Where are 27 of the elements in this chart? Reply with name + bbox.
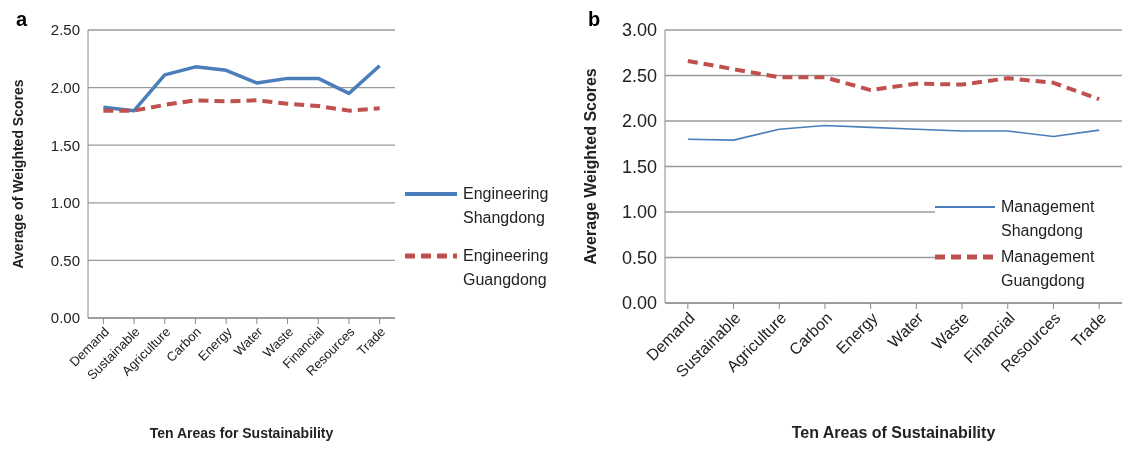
y-tick-label: 3.00 xyxy=(621,20,657,41)
line-series xyxy=(101,63,382,113)
line-series xyxy=(687,124,1100,141)
legend-label: Management Guangdong xyxy=(1001,247,1096,291)
y-tick-label: 0.50 xyxy=(50,251,80,269)
y-axis-title: Average of Weighted Scores xyxy=(9,79,26,269)
y-tick-label: 0.50 xyxy=(621,247,657,268)
chart-title: a xyxy=(16,8,28,31)
y-axis-title: Average Weighted Scores xyxy=(581,68,599,265)
legend-label: Engineering Shangdong xyxy=(463,184,550,228)
y-tick-label: 0.00 xyxy=(621,293,657,314)
y-tick-label: 1.50 xyxy=(50,136,80,154)
chart-title: b xyxy=(588,8,601,31)
y-tick-label: 0.00 xyxy=(50,309,80,327)
y-tick-label: 2.00 xyxy=(621,111,657,132)
legend-label: Management Shangdong xyxy=(1001,197,1096,241)
y-tick-label: 2.50 xyxy=(621,65,657,86)
legend-label: Engineering Guangdong xyxy=(463,246,550,290)
line-series xyxy=(685,58,1102,102)
line-series xyxy=(101,98,382,113)
y-tick-label: 2.50 xyxy=(50,21,80,39)
y-tick-label: 1.00 xyxy=(50,194,80,212)
x-axis-title: Ten Areas for Sustainability xyxy=(149,425,334,441)
x-axis-title: Ten Areas of Sustainability xyxy=(791,424,996,441)
y-tick-label: 2.00 xyxy=(50,78,80,96)
y-tick-label: 1.50 xyxy=(621,156,657,177)
y-tick-label: 1.00 xyxy=(621,202,657,223)
